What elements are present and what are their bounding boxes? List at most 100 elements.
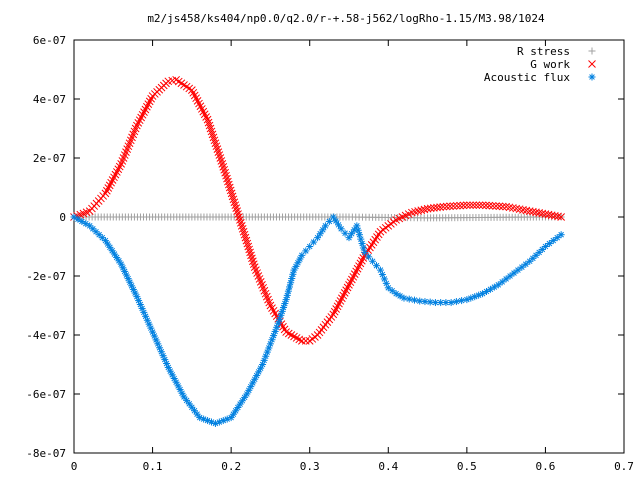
- data-point: [449, 202, 458, 210]
- data-point: [408, 208, 416, 217]
- data-point: [329, 213, 337, 221]
- data-point: [442, 202, 451, 211]
- data-point: [247, 251, 255, 260]
- data-point: [119, 154, 128, 162]
- data-point: [298, 251, 306, 259]
- data-point: [126, 136, 135, 145]
- data-point: [361, 248, 369, 256]
- data-point: [420, 205, 429, 214]
- data-point: [128, 133, 136, 142]
- data-point: [288, 275, 296, 283]
- data-point: [400, 294, 408, 302]
- data-point: [261, 289, 270, 298]
- data-point: [255, 275, 264, 283]
- y-tick-label: -6e-07: [26, 388, 66, 401]
- data-point: [446, 202, 454, 211]
- data-point: [213, 145, 222, 154]
- data-point: [514, 266, 522, 274]
- data-point: [452, 201, 461, 210]
- data-point: [301, 337, 310, 345]
- data-point: [287, 279, 295, 287]
- data-point: [249, 260, 258, 269]
- data-point: [249, 257, 257, 266]
- data-point: [335, 221, 343, 229]
- data-point: [522, 260, 530, 268]
- y-tick-label: 4e-07: [33, 93, 66, 106]
- x-tick-label: 0.5: [457, 460, 477, 473]
- data-point: [353, 222, 361, 230]
- data-point: [459, 201, 468, 210]
- x-tick-label: 0.7: [614, 460, 634, 473]
- x-tick-label: 0.3: [300, 460, 320, 473]
- data-point: [557, 213, 565, 221]
- y-tick-label: -8e-07: [26, 447, 66, 460]
- data-point: [221, 168, 229, 177]
- data-point: [214, 148, 223, 156]
- series-r-stress: [70, 213, 565, 222]
- data-point: [553, 234, 561, 242]
- data-point: [226, 186, 235, 195]
- data-point: [219, 162, 228, 171]
- data-point: [215, 151, 224, 159]
- legend-marker: [588, 47, 596, 55]
- data-point: [220, 165, 229, 174]
- data-point: [258, 280, 266, 289]
- data-point: [216, 154, 225, 162]
- data-point: [222, 171, 230, 180]
- data-point: [341, 229, 349, 237]
- data-point: [469, 201, 477, 210]
- data-point: [337, 225, 345, 233]
- data-point: [384, 284, 392, 292]
- data-point: [286, 283, 294, 291]
- data-point: [280, 303, 288, 311]
- data-point: [325, 217, 333, 225]
- data-point: [129, 130, 138, 139]
- data-point: [456, 201, 464, 210]
- data-point: [502, 275, 510, 283]
- data-point: [241, 233, 250, 242]
- data-point: [498, 278, 506, 286]
- series-layer: [70, 75, 565, 427]
- data-point: [314, 234, 322, 242]
- data-point: [345, 234, 353, 242]
- data-point: [225, 183, 234, 192]
- data-point: [130, 127, 139, 136]
- data-point: [240, 230, 249, 239]
- data-point: [551, 211, 559, 220]
- data-point: [252, 266, 260, 274]
- data-point: [203, 115, 212, 124]
- x-tick-label: 0.2: [221, 460, 241, 473]
- data-point: [298, 337, 306, 345]
- x-tick-label: 0.4: [378, 460, 398, 473]
- data-point: [254, 272, 263, 280]
- data-point: [284, 287, 292, 295]
- data-point: [506, 272, 514, 280]
- data-point: [485, 201, 494, 210]
- data-point: [302, 247, 310, 255]
- data-point: [235, 213, 243, 221]
- legend-label: Acoustic flux: [484, 71, 570, 84]
- data-point: [78, 217, 86, 225]
- data-point: [236, 400, 244, 408]
- data-point: [237, 221, 246, 230]
- x-tick-label: 0.1: [143, 460, 163, 473]
- y-axis: 6e-07 4e-07 2e-07 0 -2e-07 -4e-07 -6e-07 -8e-07: [26, 34, 624, 460]
- data-point: [180, 393, 188, 401]
- data-point: [535, 209, 543, 217]
- data-point: [236, 219, 245, 227]
- data-point: [458, 297, 466, 305]
- data-point: [433, 203, 441, 212]
- series-g-work: [70, 75, 565, 345]
- data-point: [174, 382, 182, 390]
- data-point: [426, 204, 435, 213]
- data-point: [242, 236, 251, 245]
- data-point: [206, 124, 215, 133]
- legend-label: G work: [530, 58, 570, 71]
- data-point: [319, 226, 327, 234]
- data-point: [310, 238, 318, 246]
- data-point: [332, 217, 340, 225]
- data-point: [230, 198, 239, 207]
- data-point: [549, 237, 557, 245]
- data-point: [205, 121, 214, 130]
- y-tick-label: 6e-07: [33, 34, 66, 47]
